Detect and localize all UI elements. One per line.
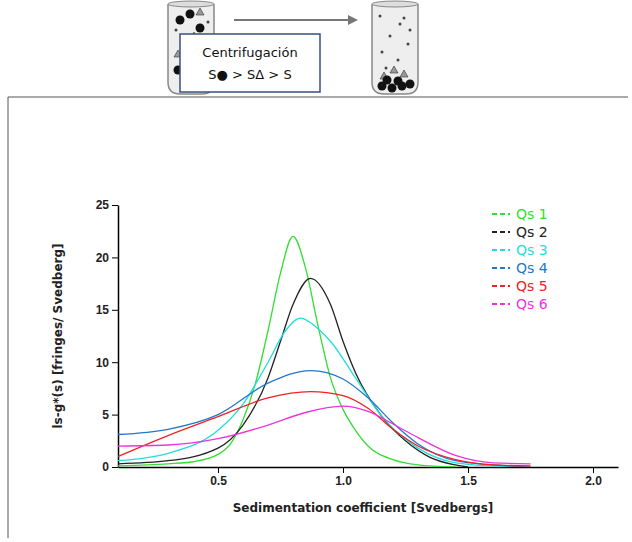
legend-label: Qs 6: [516, 296, 548, 312]
x-tick-mark: [468, 467, 469, 473]
particle: [403, 17, 406, 20]
series-line: [118, 371, 531, 467]
legend: Qs 1 Qs 2 Qs 3 Qs 4 Qs 5 Qs 6: [492, 206, 548, 312]
particle: [176, 16, 185, 25]
particle: [207, 21, 210, 24]
annotation: Centrifugación: [202, 45, 297, 60]
particle: [397, 59, 400, 62]
annotation-box: [180, 34, 320, 92]
legend-label: Qs 2: [516, 224, 548, 240]
particle: [383, 76, 392, 85]
x-tick-mark: [343, 467, 344, 473]
particle: [400, 70, 408, 77]
y-axis: 0 5 10 15 20 25: [96, 198, 119, 474]
particle: [409, 29, 412, 32]
x-tick-label: 1.5: [460, 474, 477, 488]
particle: [186, 10, 195, 19]
legend-swatch: [492, 303, 510, 305]
y-tick-label: 20: [96, 251, 110, 265]
y-tick: 10: [96, 356, 118, 370]
x-tick: 2.0: [585, 467, 602, 488]
x-axis-title: Sedimentation coefficient [Svedbergs]: [233, 501, 494, 515]
tube-rim: [372, 1, 418, 7]
annotation: S● > SΔ > S: [208, 67, 291, 82]
x-tick-label: 1.0: [335, 474, 352, 488]
x-tick: 1.5: [460, 467, 477, 488]
panel-frame: [8, 97, 628, 98]
arrow-head: [348, 15, 358, 25]
legend-entry: Qs 1: [492, 206, 548, 222]
y-tick-label: 5: [102, 408, 109, 422]
y-tick-label: 0: [102, 460, 109, 474]
particle: [196, 8, 204, 15]
tube-outline: [372, 4, 418, 94]
legend-swatch: [492, 231, 510, 233]
particle: [407, 43, 410, 46]
plot-area: [118, 236, 531, 467]
series-line: [118, 406, 531, 464]
legend-entry: Qs 4: [492, 260, 548, 276]
y-tick-mark: [112, 415, 118, 416]
legend-label: Qs 5: [516, 278, 548, 294]
x-tick-label: 2.0: [585, 474, 602, 488]
legend-swatch: [492, 285, 510, 287]
chart: Centrifugación S● > SΔ > S 0.5 1.0 1.5 2.0 0 5 1…: [0, 0, 632, 542]
y-tick-label: 25: [96, 198, 110, 212]
y-axis-line: [118, 206, 120, 468]
legend-swatch: [492, 249, 510, 251]
y-tick: 15: [96, 303, 118, 317]
y-tick: 20: [96, 251, 118, 265]
legend-entry: Qs 2: [492, 224, 548, 240]
series-line: [118, 392, 531, 466]
particle: [381, 51, 384, 54]
y-tick-label: 10: [96, 356, 110, 370]
particle: [399, 23, 402, 26]
y-tick-mark: [112, 467, 118, 468]
particle: [175, 29, 178, 32]
series-line: [118, 236, 456, 467]
legend-label: Qs 4: [516, 260, 548, 276]
illustration: Centrifugación S● > SΔ > S: [168, 1, 418, 94]
legend-swatch: [492, 213, 510, 215]
y-tick-mark: [112, 362, 118, 363]
y-tick-mark: [112, 257, 118, 258]
series-line: [118, 318, 531, 467]
y-tick: 25: [96, 198, 118, 212]
legend-label: Qs 1: [516, 206, 548, 222]
x-tick-mark: [218, 467, 219, 473]
arrow-shaft: [234, 19, 350, 21]
particle: [394, 77, 403, 86]
y-tick: 5: [102, 408, 118, 422]
x-tick-mark: [593, 467, 594, 473]
particle: [379, 15, 382, 18]
y-tick: 0: [102, 460, 118, 474]
x-tick: 0.5: [210, 467, 227, 488]
y-tick-mark: [112, 310, 118, 311]
legend-entry: Qs 3: [492, 242, 548, 258]
legend-swatch: [492, 267, 510, 269]
particle: [196, 24, 205, 33]
legend-entry: Qs 5: [492, 278, 548, 294]
x-axis-line: [119, 467, 619, 469]
x-tick: 1.0: [335, 467, 352, 488]
legend-label: Qs 3: [516, 242, 548, 258]
particle: [406, 80, 415, 89]
particle: [389, 35, 392, 38]
panel-frame: [8, 97, 9, 538]
legend-entry: Qs 6: [492, 296, 548, 312]
x-axis: 0.5 1.0 1.5 2.0: [119, 467, 619, 488]
x-tick-label: 0.5: [210, 474, 227, 488]
particle: [390, 66, 398, 73]
y-tick-mark: [112, 205, 118, 206]
tube-after: [372, 1, 418, 94]
tube-rim: [168, 1, 214, 7]
particle: [388, 84, 397, 93]
y-axis-title: ls-g*(s) [fringes/ Svedberg]: [51, 243, 65, 428]
y-tick-label: 15: [96, 303, 110, 317]
particle: [385, 67, 388, 70]
